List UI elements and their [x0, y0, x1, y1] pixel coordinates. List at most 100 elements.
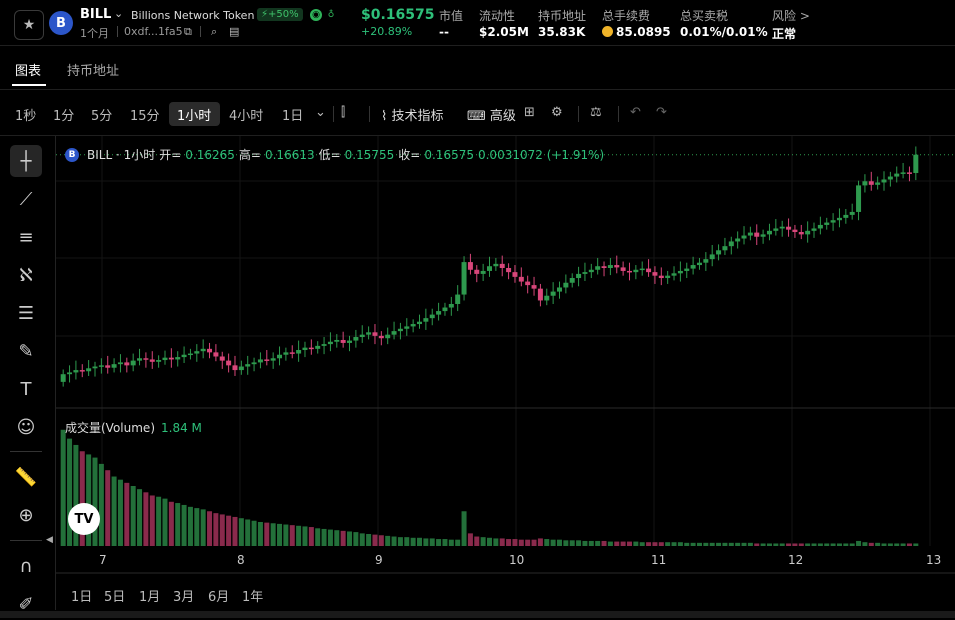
volume-bar — [512, 539, 518, 546]
candle-body — [550, 291, 556, 296]
horizontal-lines-icon[interactable]: ≡ — [18, 226, 34, 248]
share-icon[interactable]: ◉ — [310, 9, 322, 21]
undo-icon[interactable]: ↶ — [630, 105, 641, 120]
legend-high-label: 高= — [238, 148, 261, 162]
token-symbol[interactable]: BILL — [80, 7, 112, 22]
volume-bar — [856, 540, 862, 546]
gear-icon[interactable]: ⚙ — [551, 105, 563, 120]
fib-icon[interactable]: ☰ — [17, 302, 35, 324]
range-3m[interactable]: 3月 — [173, 590, 195, 605]
advanced-button[interactable]: ⌨ 高级 — [467, 109, 516, 124]
interval-15m[interactable]: 15分 — [130, 109, 160, 124]
tradingview-logo[interactable]: TV — [68, 503, 100, 535]
pattern-icon[interactable]: ℵ — [19, 264, 33, 286]
candle-body — [149, 359, 155, 362]
interval-1m[interactable]: 1分 — [53, 109, 75, 124]
indicators-button[interactable]: ⌇ 技术指标 — [381, 109, 444, 124]
volume-bar — [124, 482, 130, 546]
divider — [333, 106, 334, 122]
chevron-down-icon[interactable]: ⌄ — [315, 105, 326, 120]
crosshair-icon[interactable]: ┼ — [10, 145, 42, 177]
bag-icon[interactable]: ♁ — [325, 9, 337, 21]
interval-1h[interactable]: 1小时 — [177, 109, 212, 124]
candle-body — [340, 339, 346, 343]
candle-body — [633, 269, 639, 273]
range-1y[interactable]: 1年 — [242, 590, 264, 605]
volume-value: 1.84 M — [161, 421, 202, 435]
chevron-down-icon[interactable]: ⌄ — [114, 7, 124, 20]
volume-bar — [98, 463, 104, 546]
volume-bar — [334, 530, 340, 546]
volume-bar — [213, 513, 219, 546]
candle-body — [652, 272, 658, 276]
risk-link[interactable]: 风险 > — [772, 9, 810, 23]
candle-body — [73, 370, 79, 373]
candle-body — [105, 365, 111, 368]
liquidity-value: $2.05M — [479, 25, 529, 39]
volume-bar — [798, 543, 804, 546]
range-1m[interactable]: 1月 — [139, 590, 161, 605]
text-icon[interactable]: T — [20, 378, 32, 400]
range-5d[interactable]: 5日 — [104, 590, 126, 605]
candle-body — [677, 270, 683, 274]
volume-bar — [792, 543, 798, 546]
volume-bar — [741, 542, 747, 546]
tab-holders[interactable]: 持币地址 — [67, 64, 120, 79]
candle-body — [722, 246, 728, 251]
candle-body — [493, 263, 499, 267]
volume-bar — [270, 523, 276, 546]
range-6m[interactable]: 6月 — [208, 590, 230, 605]
interval-1d[interactable]: 1日 — [282, 109, 304, 124]
candle-body — [830, 220, 836, 223]
active-interval-bg — [169, 102, 220, 126]
layout-icon[interactable]: ⊞ — [524, 105, 535, 120]
candle-body — [327, 341, 333, 345]
fees-label: 总手续费 — [602, 9, 651, 23]
volume-bar — [735, 542, 741, 546]
candle-type-icon[interactable]: ⫿ — [341, 105, 346, 120]
favorite-button[interactable]: ★ — [14, 10, 44, 40]
zoom-icon[interactable]: ⊕ — [18, 504, 34, 526]
brush-icon[interactable]: ✎ — [18, 340, 34, 362]
volume-bar — [397, 537, 403, 546]
volume-bar — [283, 524, 289, 546]
ruler-icon[interactable]: 📏 — [14, 466, 38, 488]
volume-bar — [162, 498, 168, 546]
candle-body — [86, 368, 92, 372]
candle-body — [448, 303, 454, 308]
volume-bar — [207, 511, 213, 546]
boost-badge[interactable]: ⚡+50% — [257, 8, 303, 21]
interval-4h[interactable]: 4小时 — [229, 109, 264, 124]
pencil-lock-icon[interactable]: ✐ — [18, 593, 34, 615]
volume-bar — [760, 543, 766, 546]
price-chart[interactable] — [56, 136, 955, 611]
candle-body — [875, 182, 881, 185]
menu-icon[interactable]: ▤ — [229, 25, 240, 38]
candle-body — [728, 241, 734, 247]
trend-line-icon[interactable]: ⟋ — [19, 188, 33, 210]
candle-body — [646, 268, 652, 273]
magnet-icon[interactable]: ∩ — [19, 555, 33, 577]
redo-icon[interactable]: ↷ — [656, 105, 667, 120]
interval-5m[interactable]: 5分 — [91, 109, 113, 124]
volume-bar — [722, 542, 728, 546]
tab-chart[interactable]: 图表 — [15, 64, 42, 79]
volume-bar — [340, 530, 346, 546]
collapse-icon[interactable]: ◀ — [46, 535, 53, 545]
interval-1s[interactable]: 1秒 — [15, 109, 37, 124]
candle-body — [747, 232, 753, 236]
copy-icon[interactable]: ⧉ — [184, 25, 192, 38]
candle-body — [607, 265, 613, 268]
volume-bar — [766, 543, 772, 546]
volume-bar — [417, 537, 423, 546]
volume-bar — [474, 536, 480, 546]
compare-icon[interactable]: ⚖ — [590, 105, 602, 120]
range-1d[interactable]: 1日 — [71, 590, 93, 605]
search-icon[interactable]: ⌕ — [211, 25, 218, 38]
volume-bar — [372, 534, 378, 546]
candle-body — [658, 275, 664, 279]
volume-bar — [601, 540, 607, 546]
candle-body — [226, 360, 232, 366]
candle-body — [251, 362, 257, 365]
emoji-icon[interactable]: ☺ — [16, 416, 36, 438]
